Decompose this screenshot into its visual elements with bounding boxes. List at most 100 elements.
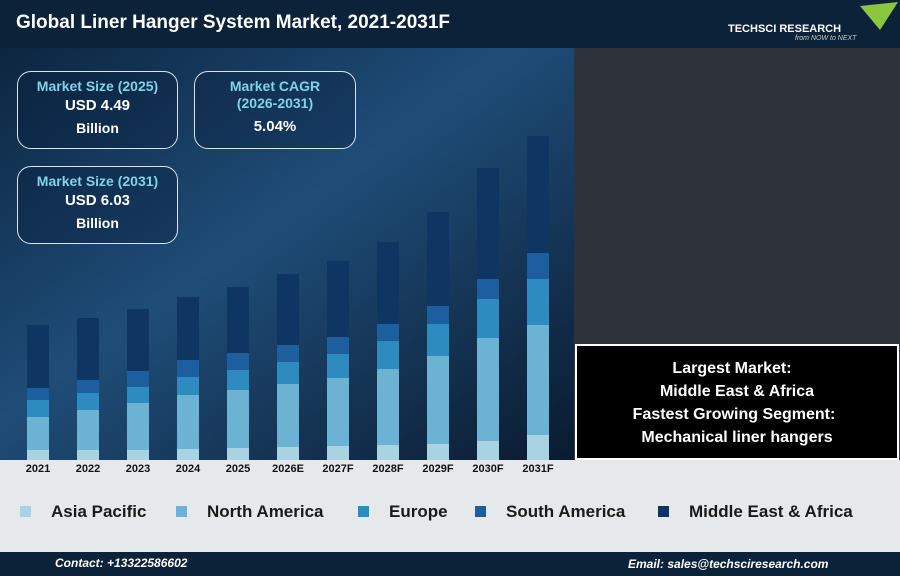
legend-swatch xyxy=(358,506,369,517)
bar-segment xyxy=(327,354,349,378)
x-tick-label: 2026E xyxy=(272,463,304,475)
bar-segment xyxy=(177,377,199,395)
footer-bar xyxy=(0,552,900,576)
stat-unit: Billion xyxy=(76,215,119,231)
bar-segment xyxy=(477,279,499,299)
bar-segment xyxy=(127,387,149,403)
logo: TECHSCI RESEARCH xyxy=(728,23,841,35)
bar-segment xyxy=(277,447,299,460)
bar-segment xyxy=(377,324,399,341)
tagline: from NOW to NEXT xyxy=(795,35,857,42)
bar-segment xyxy=(127,403,149,450)
bar-segment xyxy=(277,362,299,384)
legend-label: North America xyxy=(207,502,324,521)
bar-segment xyxy=(227,353,249,370)
bar-segment xyxy=(527,325,549,435)
x-tick-label: 2027F xyxy=(322,463,353,475)
logo-mark xyxy=(860,2,898,30)
bar-segment xyxy=(327,446,349,460)
bar-segment xyxy=(227,287,249,353)
bar-segment xyxy=(527,435,549,460)
bar-segment xyxy=(77,380,99,393)
bar-segment xyxy=(527,253,549,279)
bar-segment xyxy=(27,417,49,450)
stat-label: Market Size (2031) xyxy=(36,173,159,189)
x-tick-label: 2029F xyxy=(422,463,453,475)
bar-segment xyxy=(177,395,199,449)
bar-segment xyxy=(277,274,299,345)
bar-segment xyxy=(327,378,349,446)
bar-segment xyxy=(277,384,299,447)
legend-swatch xyxy=(176,506,187,517)
bar-segment xyxy=(377,341,399,369)
bar-segment xyxy=(527,279,549,325)
legend-swatch xyxy=(475,506,486,517)
legend-label: Middle East & Africa xyxy=(689,502,853,521)
bar-segment xyxy=(27,388,49,400)
legend-swatch xyxy=(20,506,31,517)
legend-band xyxy=(0,460,900,552)
callout-line: Largest Market: xyxy=(672,360,791,377)
stat-label: Market CAGR (2026-2031) xyxy=(229,78,321,111)
stat-box: Market CAGR (2026-2031) 5.04% xyxy=(194,71,356,149)
bar-segment xyxy=(177,449,199,460)
bar-segment xyxy=(27,325,49,388)
x-tick-label: 2025 xyxy=(226,463,250,475)
x-tick-label: 2031F xyxy=(522,463,553,475)
bar-segment xyxy=(377,369,399,445)
stat-unit: Billion xyxy=(76,120,119,136)
x-tick-label: 2021 xyxy=(26,463,50,475)
legend-label: Asia Pacific xyxy=(51,502,146,521)
legend-label: South America xyxy=(506,502,626,521)
contact: Contact: +13322586602 xyxy=(55,556,188,570)
bar-segment xyxy=(227,370,249,390)
bar-segment xyxy=(27,400,49,417)
stat-value: USD 4.49 xyxy=(64,97,131,114)
stat-value: 5.04% xyxy=(253,118,297,135)
bar-segment xyxy=(77,450,99,460)
bar-segment xyxy=(477,168,499,279)
side-panel xyxy=(574,48,900,344)
callout-box xyxy=(575,344,899,460)
bar-segment xyxy=(227,448,249,460)
bar-segment xyxy=(427,444,449,460)
bar-segment xyxy=(427,356,449,444)
bar-segment xyxy=(177,297,199,360)
bar-segment xyxy=(477,338,499,441)
bar-segment xyxy=(327,261,349,337)
bar-segment xyxy=(477,299,499,338)
bar-segment xyxy=(477,441,499,460)
callout-line: Mechanical liner hangers xyxy=(641,429,832,446)
bar-segment xyxy=(127,450,149,460)
stat-label: Market Size (2025) xyxy=(36,78,159,94)
stat-value: USD 6.03 xyxy=(64,192,131,209)
callout-line: Fastest Growing Segment: xyxy=(633,406,836,423)
bar-segment xyxy=(277,345,299,362)
legend-label: Europe xyxy=(389,502,448,521)
bar-segment xyxy=(327,337,349,354)
x-tick-label: 2028F xyxy=(372,463,403,475)
bar-segment xyxy=(127,309,149,371)
bar-segment xyxy=(77,410,99,450)
x-tick-label: 2024 xyxy=(176,463,201,475)
bar-segment xyxy=(377,445,399,460)
stat-box: Market Size (2025) USD 4.49 Billion xyxy=(17,71,178,149)
bar-segment xyxy=(127,371,149,387)
bar-segment xyxy=(427,324,449,356)
bar-segment xyxy=(177,360,199,377)
bar-segment xyxy=(27,450,49,460)
bar-segment xyxy=(377,242,399,324)
x-tick-label: 2022 xyxy=(76,463,100,475)
bar-segment xyxy=(427,306,449,324)
title: Global Liner Hanger System Market, 2021-… xyxy=(16,12,450,33)
bar-segment xyxy=(77,393,99,410)
x-tick-label: 2030F xyxy=(472,463,503,475)
header-bar xyxy=(0,0,900,48)
callout-line: Middle East & Africa xyxy=(660,383,814,400)
legend-swatch xyxy=(658,506,669,517)
bar-segment xyxy=(77,318,99,380)
email: Email: sales@techsciresearch.com xyxy=(628,557,829,571)
bar-segment xyxy=(427,212,449,306)
